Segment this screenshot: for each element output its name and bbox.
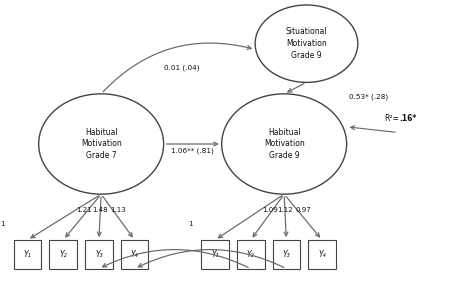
Ellipse shape bbox=[39, 94, 164, 194]
Text: Situational
Motivation
Grade 9: Situational Motivation Grade 9 bbox=[286, 27, 327, 60]
FancyBboxPatch shape bbox=[14, 240, 41, 269]
Text: 0.01 (.04): 0.01 (.04) bbox=[164, 65, 199, 71]
Ellipse shape bbox=[255, 5, 358, 82]
Text: 0.97: 0.97 bbox=[295, 207, 311, 213]
FancyBboxPatch shape bbox=[85, 240, 113, 269]
Text: Y₄: Y₄ bbox=[131, 250, 139, 259]
FancyBboxPatch shape bbox=[273, 240, 300, 269]
Text: 1.21: 1.21 bbox=[76, 207, 92, 213]
Text: 1: 1 bbox=[188, 221, 193, 227]
Text: Y₃: Y₃ bbox=[283, 250, 290, 259]
Text: R²=: R²= bbox=[384, 114, 399, 123]
Text: Y₁: Y₁ bbox=[211, 250, 219, 259]
Text: .16*: .16* bbox=[399, 114, 417, 123]
Text: 1.12: 1.12 bbox=[278, 207, 293, 213]
Text: 1.13: 1.13 bbox=[110, 207, 126, 213]
Text: Habitual
Motivation
Grade 9: Habitual Motivation Grade 9 bbox=[264, 128, 305, 160]
Text: Y₂: Y₂ bbox=[59, 250, 67, 259]
Text: 1.48: 1.48 bbox=[92, 207, 108, 213]
Text: 1: 1 bbox=[1, 221, 5, 227]
Ellipse shape bbox=[222, 94, 346, 194]
FancyBboxPatch shape bbox=[121, 240, 148, 269]
Text: Habitual
Motivation
Grade 7: Habitual Motivation Grade 7 bbox=[81, 128, 122, 160]
Text: Y₃: Y₃ bbox=[95, 250, 103, 259]
Text: 1.09: 1.09 bbox=[262, 207, 278, 213]
Text: Y₂: Y₂ bbox=[247, 250, 255, 259]
Text: Y₄: Y₄ bbox=[318, 250, 326, 259]
FancyBboxPatch shape bbox=[50, 240, 77, 269]
Text: Y₁: Y₁ bbox=[24, 250, 32, 259]
Text: 0.53* (.28): 0.53* (.28) bbox=[349, 94, 388, 100]
Text: 1.06** (.81): 1.06** (.81) bbox=[171, 148, 214, 154]
FancyBboxPatch shape bbox=[237, 240, 265, 269]
FancyBboxPatch shape bbox=[308, 240, 336, 269]
FancyBboxPatch shape bbox=[201, 240, 229, 269]
